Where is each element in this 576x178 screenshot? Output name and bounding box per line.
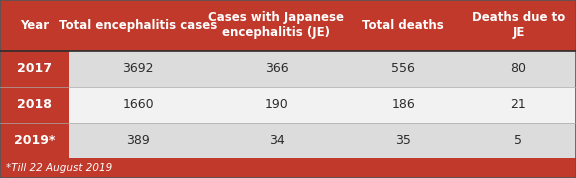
Text: 366: 366 <box>264 62 289 75</box>
Text: 5: 5 <box>514 134 522 147</box>
Text: 80: 80 <box>510 62 526 75</box>
Text: 2017: 2017 <box>17 62 52 75</box>
Text: 389: 389 <box>126 134 150 147</box>
Text: Year: Year <box>20 19 49 32</box>
Text: Total encephalitis cases: Total encephalitis cases <box>59 19 217 32</box>
FancyBboxPatch shape <box>0 0 576 51</box>
Text: Total deaths: Total deaths <box>362 19 444 32</box>
Text: 2018: 2018 <box>17 98 52 111</box>
Text: 34: 34 <box>268 134 285 147</box>
Text: Deaths due to
JE: Deaths due to JE <box>472 11 565 39</box>
FancyBboxPatch shape <box>0 87 69 122</box>
Text: 186: 186 <box>391 98 415 111</box>
Text: 3692: 3692 <box>123 62 154 75</box>
FancyBboxPatch shape <box>0 158 576 178</box>
FancyBboxPatch shape <box>0 51 69 87</box>
FancyBboxPatch shape <box>69 87 576 122</box>
Text: 35: 35 <box>395 134 411 147</box>
Text: 21: 21 <box>510 98 526 111</box>
FancyBboxPatch shape <box>69 122 576 158</box>
Text: *Till 22 August 2019: *Till 22 August 2019 <box>6 163 112 173</box>
Text: 190: 190 <box>264 98 289 111</box>
FancyBboxPatch shape <box>0 122 69 158</box>
Text: Cases with Japanese
encephalitis (JE): Cases with Japanese encephalitis (JE) <box>209 11 344 39</box>
Text: 1660: 1660 <box>123 98 154 111</box>
FancyBboxPatch shape <box>69 51 576 87</box>
Text: 2019*: 2019* <box>14 134 55 147</box>
Text: 556: 556 <box>391 62 415 75</box>
